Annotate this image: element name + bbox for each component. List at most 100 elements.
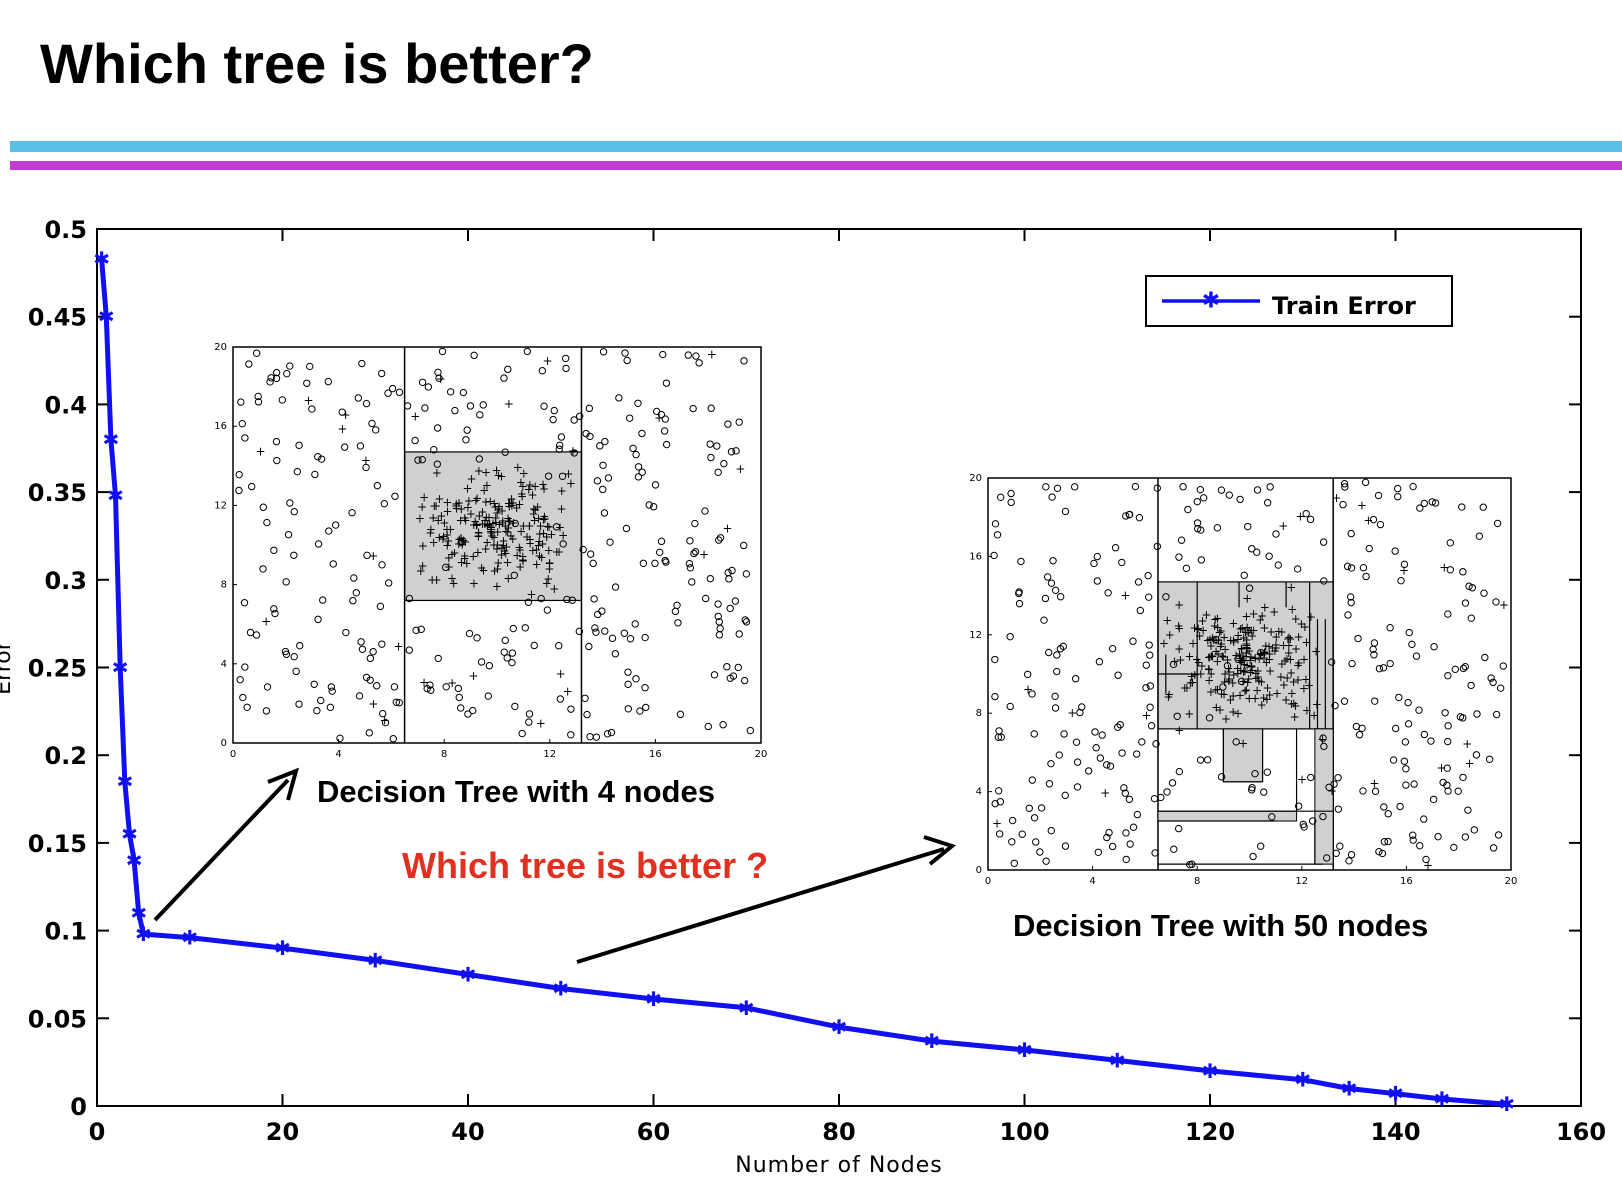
inset-point-circle bbox=[742, 570, 751, 578]
inset-point-circle bbox=[1041, 594, 1050, 603]
data-point: ✱ bbox=[1498, 1092, 1515, 1116]
inset-point-plus: + bbox=[1284, 630, 1294, 644]
inset-point-plus: + bbox=[1184, 649, 1194, 663]
inset-point-circle bbox=[1091, 728, 1099, 736]
data-point: ✱ bbox=[1294, 1068, 1311, 1092]
inset-point-circle bbox=[296, 641, 304, 650]
inset-point-circle bbox=[1096, 754, 1105, 762]
inset-point-plus: + bbox=[1233, 628, 1243, 642]
inset-point-circle bbox=[1247, 786, 1256, 794]
inset-point-circle bbox=[639, 559, 648, 567]
inset-point-plus: + bbox=[1206, 685, 1216, 699]
inset-point-plus: + bbox=[518, 553, 528, 567]
inset-point-circle bbox=[325, 527, 333, 535]
inset-point-plus: + bbox=[490, 564, 500, 578]
inset-point-circle bbox=[1420, 815, 1428, 823]
inset-point-circle bbox=[1409, 836, 1417, 844]
inset-point-plus: + bbox=[491, 516, 501, 530]
inset-point-circle bbox=[278, 396, 286, 404]
inset-point-circle bbox=[590, 595, 598, 603]
y-axis-label: Error bbox=[0, 640, 16, 695]
inset-point-circle bbox=[1040, 616, 1048, 624]
inset-point-circle bbox=[405, 594, 414, 603]
inset-point-plus: + bbox=[1235, 654, 1245, 668]
inset-point-circle bbox=[720, 459, 728, 468]
inset-point-plus: + bbox=[429, 535, 439, 549]
inset-point-plus: + bbox=[525, 536, 535, 550]
inset-y-tick-label: 16 bbox=[214, 421, 227, 432]
inset-point-plus: + bbox=[460, 552, 470, 566]
inset-point-circle bbox=[462, 436, 470, 444]
inset-point-plus: + bbox=[1423, 858, 1433, 872]
inset-point-circle bbox=[704, 722, 712, 731]
inset-point-plus: + bbox=[1243, 676, 1253, 690]
inset-point-plus: + bbox=[1242, 641, 1252, 655]
inset-point-plus: + bbox=[1257, 609, 1267, 623]
inset-point-circle bbox=[336, 734, 344, 743]
inset-point-circle bbox=[555, 445, 563, 453]
inset-point-circle bbox=[599, 348, 608, 356]
inset-point-circle bbox=[518, 729, 526, 738]
inset-point-plus: + bbox=[1436, 761, 1446, 775]
inset-point-plus: + bbox=[1234, 647, 1244, 661]
inset-point-plus: + bbox=[525, 533, 535, 547]
inset-point-circle bbox=[1248, 545, 1256, 553]
inset-point-plus: + bbox=[1220, 667, 1230, 681]
inset-point-circle bbox=[1266, 483, 1274, 491]
inset-point-circle bbox=[1205, 714, 1214, 722]
inset-point-circle bbox=[740, 676, 749, 685]
inset-point-circle bbox=[726, 604, 734, 613]
inset-point-plus: + bbox=[1265, 688, 1275, 702]
inset-point-plus: + bbox=[1174, 724, 1184, 738]
inset-point-plus: + bbox=[542, 577, 552, 591]
inset-point-plus: + bbox=[539, 510, 549, 524]
inset-point-circle bbox=[1061, 842, 1070, 850]
inset-point-circle bbox=[1043, 573, 1052, 581]
inset-point-circle bbox=[286, 499, 294, 507]
inset-point-circle bbox=[412, 626, 420, 634]
inset-point-circle bbox=[326, 703, 335, 712]
inset-point-plus: + bbox=[1242, 658, 1252, 672]
inset-point-circle bbox=[659, 350, 667, 359]
inset-point-circle bbox=[689, 404, 697, 413]
inset-point-plus: + bbox=[493, 502, 503, 516]
inset-point-circle bbox=[293, 467, 302, 476]
inset-point-circle bbox=[1334, 805, 1343, 813]
inset-point-plus: + bbox=[1249, 607, 1259, 621]
inset-point-plus: + bbox=[1219, 675, 1229, 689]
inset-point-plus: + bbox=[506, 529, 516, 543]
inset-point-plus: + bbox=[449, 576, 459, 590]
inset-point-circle bbox=[1307, 773, 1315, 782]
data-point: ✱ bbox=[126, 848, 143, 872]
inset-point-circle bbox=[1010, 859, 1018, 867]
inset-point-circle bbox=[310, 680, 318, 688]
inset-point-circle bbox=[433, 424, 442, 432]
inset-point-circle bbox=[373, 481, 382, 490]
inset-point-circle bbox=[1300, 823, 1308, 831]
inset-point-plus: + bbox=[519, 467, 529, 481]
inset-point-circle bbox=[239, 693, 247, 702]
inset-point-circle bbox=[1347, 850, 1356, 859]
inset-x-tick-label: 4 bbox=[1089, 876, 1095, 887]
inset-point-circle bbox=[1268, 813, 1276, 821]
data-point: ✱ bbox=[552, 976, 569, 1000]
inset-point-circle bbox=[1170, 845, 1178, 853]
inset-point-circle bbox=[563, 595, 571, 604]
inset-point-circle bbox=[328, 687, 336, 695]
inset-point-circle bbox=[1410, 780, 1418, 788]
inset-point-circle bbox=[466, 402, 475, 410]
inset-point-plus: + bbox=[1247, 659, 1257, 673]
inset-point-plus: + bbox=[530, 479, 540, 493]
inset-point-circle bbox=[567, 705, 575, 713]
inset-point-circle bbox=[388, 384, 397, 393]
inset-point-plus: + bbox=[1213, 633, 1223, 647]
inset-point-circle bbox=[1008, 838, 1016, 846]
inset-point-circle bbox=[746, 726, 755, 735]
inset-point-circle bbox=[1073, 783, 1082, 791]
inset-point-circle bbox=[1006, 632, 1014, 641]
inset-point-plus: + bbox=[1244, 691, 1254, 705]
inset-point-circle bbox=[629, 444, 637, 453]
inset-point-plus: + bbox=[532, 558, 542, 572]
inset-point-plus: + bbox=[1211, 701, 1221, 715]
inset-y-tick-label: 20 bbox=[969, 473, 982, 484]
